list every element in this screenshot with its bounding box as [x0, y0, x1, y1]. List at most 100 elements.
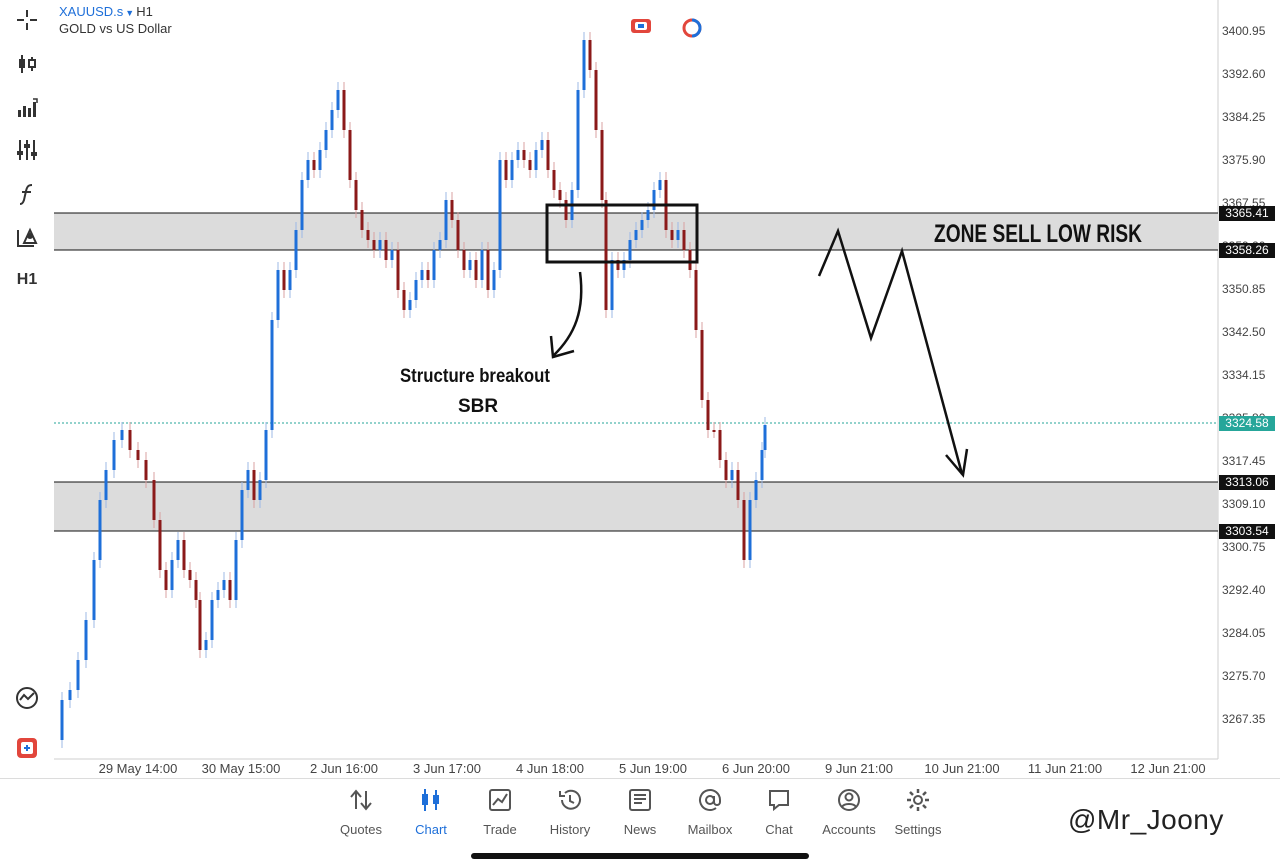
candle-bull: [628, 240, 632, 260]
candle-bear: [198, 600, 202, 650]
candle-bull: [92, 560, 96, 620]
candle-bull: [658, 180, 662, 190]
time-tick-label: 4 Jun 18:00: [516, 761, 584, 776]
trade-icon[interactable]: [9, 733, 45, 763]
chart-icon: [422, 789, 439, 811]
crosshair-icon[interactable]: [9, 5, 45, 35]
candle-bull: [510, 160, 514, 180]
candle-bull: [534, 150, 538, 170]
candle-bull: [300, 180, 304, 230]
watermark-text: @Mr_Joony: [1068, 804, 1224, 835]
candle-bear: [474, 260, 478, 280]
candle-bull: [748, 500, 752, 560]
current-price-tag: 3324.58: [1219, 416, 1275, 431]
candle-bear: [384, 240, 388, 260]
candle-bull: [276, 270, 280, 320]
history-icon: [559, 789, 581, 810]
candle-bear: [564, 200, 568, 220]
candle-bear: [144, 460, 148, 480]
structure-breakout-box: [545, 203, 699, 264]
candlestick-icon[interactable]: [9, 49, 45, 79]
candle-bear: [712, 430, 716, 432]
candle-bull: [468, 260, 472, 270]
objects-icon[interactable]: [9, 222, 45, 252]
price-tick-label: 3300.75: [1222, 540, 1266, 554]
level-tag-3313-text: 3313.06: [1225, 475, 1269, 489]
candle-bull: [270, 320, 274, 430]
nav-chat-label: Chat: [765, 822, 793, 837]
watermark: @Mr_Joony: [1068, 804, 1224, 836]
nav-quotes[interactable]: Quotes: [324, 787, 398, 837]
current-price-text: 3324.58: [1225, 416, 1269, 430]
candle-bull: [480, 250, 484, 280]
function-icon[interactable]: [9, 179, 45, 209]
settings-sliders-icon[interactable]: [9, 135, 45, 165]
price-tick-label: 3275.70: [1222, 669, 1266, 683]
candle-bear: [312, 160, 316, 170]
candle-bull: [646, 210, 650, 220]
nav-mailbox[interactable]: Mailbox: [673, 787, 747, 837]
time-tick-label: 5 Jun 19:00: [619, 761, 687, 776]
candle-bull: [294, 230, 298, 270]
candle-bull: [754, 480, 758, 500]
nav-history-label: History: [549, 822, 591, 837]
level-tag-3365-text: 3365.41: [1225, 206, 1269, 220]
left-toolbar: H1: [0, 0, 54, 760]
candle-bull: [760, 450, 764, 480]
candle-bear: [456, 220, 460, 250]
breakout-arrow-head: [549, 335, 575, 359]
nav-accounts[interactable]: Accounts: [812, 787, 886, 837]
candle-bear: [594, 70, 598, 130]
nav-settings[interactable]: Settings: [881, 787, 955, 837]
breakout-arrow: [552, 271, 583, 357]
indicators-icon[interactable]: [9, 93, 45, 123]
candle-bull: [246, 470, 250, 490]
candle-bear: [228, 580, 232, 600]
candle-bull: [492, 270, 496, 290]
chart-type-icon[interactable]: [9, 683, 45, 713]
candle-bear: [528, 160, 532, 170]
candle-bull: [622, 260, 626, 270]
timeframe-button[interactable]: H1: [16, 271, 38, 288]
nav-chat[interactable]: Chat: [742, 787, 816, 837]
candle-bull: [540, 140, 544, 150]
structure-breakout-label: Structure breakout: [400, 366, 551, 387]
candle-bear: [372, 240, 376, 250]
candle-bull: [432, 250, 436, 280]
home-indicator[interactable]: [471, 853, 809, 859]
price-tick-label: 3317.45: [1222, 454, 1266, 468]
candle-bear: [366, 230, 370, 240]
nav-history[interactable]: History: [533, 787, 607, 837]
news-icon: [629, 789, 651, 811]
candle-bull: [234, 540, 238, 600]
candle-bull: [498, 160, 502, 270]
candle-bear: [128, 430, 132, 450]
signal-indicator-icon[interactable]: [681, 17, 703, 38]
symbol-selector[interactable]: XAUUSD.s ▼ H1: [59, 4, 153, 19]
candle-bear: [136, 450, 140, 460]
nav-trade[interactable]: Trade: [463, 787, 537, 837]
bottom-navigation: Quotes Chart Trade History News Mailbox …: [0, 778, 1280, 868]
trade-icon: [489, 789, 511, 811]
nav-chart[interactable]: Chart: [394, 787, 468, 837]
candle-bear: [682, 230, 686, 250]
one-click-trading-icon[interactable]: [630, 17, 652, 35]
candles-group: [60, 32, 767, 748]
lower-zone: [54, 482, 1218, 531]
price-tick-label: 3292.40: [1222, 583, 1266, 597]
candle-bull: [120, 430, 124, 440]
candle-bear: [724, 460, 728, 480]
nav-news[interactable]: News: [603, 787, 677, 837]
candle-bear: [396, 250, 400, 290]
time-axis: 29 May 14:00 30 May 15:00 2 Jun 16:00 3 Jun…: [99, 761, 1206, 776]
candle-bear: [252, 470, 256, 500]
price-chart[interactable]: 3400.953392.603384.253375.903367.553359.…: [0, 0, 1280, 780]
candle-bull: [763, 425, 767, 450]
symbol-name: XAUUSD.s: [59, 4, 124, 19]
candle-bull: [330, 110, 334, 130]
candle-bull: [324, 130, 328, 150]
candle-bear: [342, 90, 346, 130]
candle-bull: [516, 150, 520, 160]
candle-bear: [558, 190, 562, 200]
